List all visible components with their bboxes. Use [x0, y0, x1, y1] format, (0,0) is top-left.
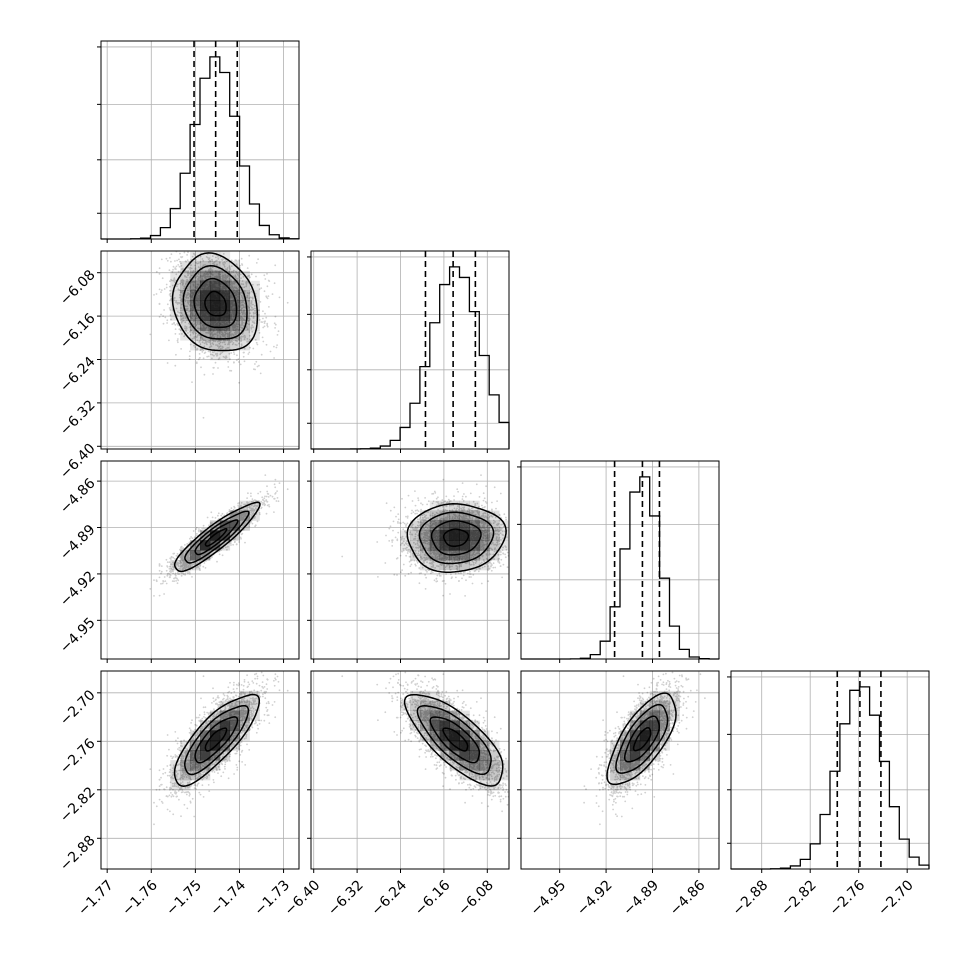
x-tick-label-2-1: −4.92 [574, 877, 616, 919]
axes-grid-2-1 [307, 461, 509, 663]
y-tick-label-2-0: −4.95 [57, 615, 99, 657]
contour-2-0-1 [194, 519, 239, 556]
y-tick-label-3-2: −2.76 [57, 736, 99, 778]
contour-3-0-2 [184, 704, 250, 776]
contour-3-1-3 [403, 693, 504, 787]
x-tick-label-3-3: −2.70 [875, 877, 917, 919]
contour-1-0-1 [193, 277, 238, 329]
x-tick-label-1-4: −6.08 [455, 877, 497, 919]
contour-3-2-3 [606, 692, 677, 786]
panel-frame-3-1 [310, 670, 510, 870]
panel-frame-2-1 [310, 460, 510, 660]
x-tick-label-1-1: −6.32 [325, 877, 367, 919]
x-tick-label-0-1: −1.76 [119, 877, 161, 919]
contour-3-2-0 [632, 726, 652, 752]
panel-frame-1-0 [100, 250, 300, 450]
histogram-3 [731, 671, 930, 870]
tick-labels: −1.77 −1.76 −1.75 −1.74 −1.73−6.40 −6.32 −6.24… [57, 267, 917, 919]
contour-2-0-0 [204, 528, 228, 547]
panel-2-1 [341, 474, 509, 597]
contour-3-1-0 [442, 727, 469, 752]
histogram-2 [521, 461, 720, 660]
axes-grid-3-3 [727, 671, 929, 873]
panel-frame-1-1 [310, 250, 510, 450]
density-cells-2-1 [400, 500, 509, 571]
panel-frame-2-0 [100, 460, 300, 660]
axes-grid-2-2 [517, 461, 719, 663]
contour-1-0-0 [204, 290, 227, 317]
x-tick-label-3-1: −2.82 [778, 877, 820, 919]
x-tick-label-1-2: −6.24 [368, 877, 410, 919]
histogram-step-2 [521, 476, 720, 660]
panel-frame-3-0 [100, 670, 300, 870]
contour-1-0-2 [182, 264, 248, 340]
histogram-step-1 [311, 266, 510, 450]
y-tick-label-1-1: −6.32 [57, 397, 99, 439]
x-tick-label-2-3: −4.86 [667, 877, 709, 919]
panel-3-0 [149, 671, 289, 826]
y-tick-label-1-4: −6.08 [57, 267, 99, 309]
x-tick-label-3-0: −2.88 [730, 877, 772, 919]
y-tick-label-3-0: −2.88 [57, 833, 99, 875]
contour-3-1-1 [429, 716, 481, 764]
histogram-1 [311, 251, 510, 450]
contour-2-1-3 [406, 503, 507, 573]
contour-3-0-3 [173, 693, 261, 787]
density-cells-3-1 [400, 690, 509, 791]
contour-3-1-2 [416, 705, 492, 776]
x-tick-label-1-3: −6.16 [412, 877, 454, 919]
histogram-0 [101, 41, 300, 240]
contour-3-2-1 [623, 715, 660, 763]
panel-frame-2-2 [520, 460, 720, 660]
x-tick-label-3-2: −2.76 [827, 877, 869, 919]
panel-2-0 [149, 474, 289, 597]
y-tick-label-1-3: −6.16 [57, 310, 99, 352]
axes-grid-1-0 [97, 251, 299, 453]
x-tick-label-0-3: −1.74 [207, 877, 249, 919]
panel-frame-0-0 [100, 40, 300, 240]
histogram-step-0 [101, 56, 300, 240]
density-cells-3-2 [610, 690, 680, 791]
contour-2-1-0 [442, 528, 470, 547]
y-tick-label-2-2: −4.89 [57, 522, 99, 564]
panel-3-1 [341, 671, 509, 813]
contour-2-1-1 [430, 519, 482, 556]
x-tick-label-0-2: −1.75 [163, 877, 205, 919]
contour-3-0-0 [204, 727, 228, 752]
contour-3-0-1 [194, 716, 239, 764]
axes-grid-0-0 [97, 41, 299, 243]
contour-2-0-3 [173, 501, 261, 573]
x-tick-label-2-2: −4.89 [620, 877, 662, 919]
x-tick-label-2-0: −4.95 [528, 877, 570, 919]
y-tick-label-3-3: −2.70 [57, 687, 99, 729]
contour-3-2-2 [615, 703, 669, 774]
y-tick-label-2-3: −4.86 [57, 475, 99, 517]
axes-grid-3-1 [307, 671, 509, 873]
y-tick-label-1-0: −6.40 [57, 441, 99, 483]
panel-3-2 [583, 671, 706, 826]
panel-1-0 [149, 251, 289, 419]
y-tick-label-2-1: −4.92 [57, 568, 99, 610]
histogram-step-3 [731, 686, 930, 870]
contour-2-0-2 [184, 510, 250, 564]
x-tick-label-0-0: −1.77 [75, 877, 117, 919]
axes-grid-2-0 [97, 461, 299, 663]
contour-2-1-2 [418, 511, 495, 565]
panel-frame-3-3 [730, 670, 930, 870]
panel-frame-3-2 [520, 670, 720, 870]
contour-1-0-3 [171, 252, 259, 352]
y-tick-label-1-2: −6.24 [57, 354, 99, 396]
axes-grid-3-2 [517, 671, 719, 873]
y-tick-label-3-1: −2.82 [57, 784, 99, 826]
